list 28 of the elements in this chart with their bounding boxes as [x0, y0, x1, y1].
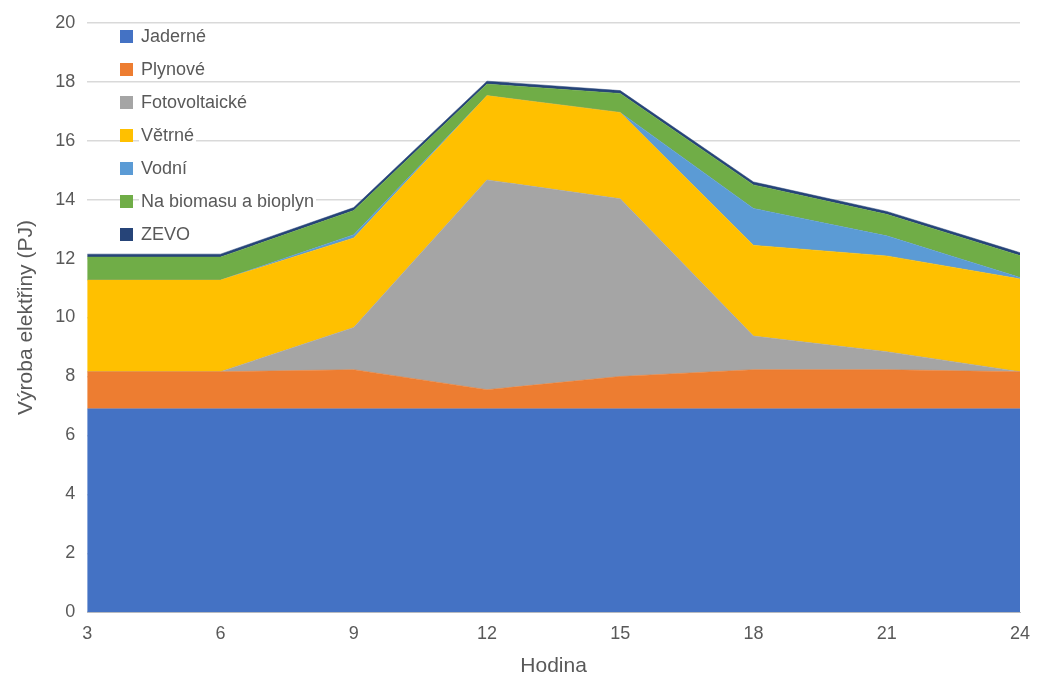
- y-tick-label: 14: [55, 188, 76, 209]
- x-tick-label: 6: [215, 622, 226, 643]
- x-tick-label: 9: [348, 622, 359, 643]
- x-tick-label: 12: [476, 622, 497, 643]
- y-tick-label: 16: [55, 129, 76, 150]
- y-tick-label: 10: [55, 306, 76, 327]
- legend-label: ZEVO: [139, 224, 193, 245]
- legend-label: Na biomasu a bioplyn: [139, 191, 317, 212]
- y-tick-label: 8: [65, 365, 76, 386]
- x-tick-label: 18: [743, 622, 764, 643]
- y-tick-label: 6: [65, 424, 76, 445]
- y-tick-label: 12: [55, 247, 76, 268]
- legend-label: Vodní: [139, 158, 190, 179]
- x-tick-label: 21: [876, 622, 897, 643]
- x-tick-label: 3: [82, 622, 93, 643]
- legend-label: Plynové: [139, 59, 208, 80]
- y-tick-label: 18: [55, 70, 76, 91]
- y-tick-label: 0: [65, 601, 76, 622]
- legend-label: Fotovoltaické: [139, 92, 250, 113]
- x-tick-label: 15: [610, 622, 631, 643]
- legend-label: Jaderné: [139, 26, 209, 47]
- x-axis-title: Hodina: [520, 653, 588, 677]
- x-tick-label: 24: [1009, 622, 1031, 643]
- legend-label: Větrné: [139, 125, 197, 146]
- y-tick-label: 2: [65, 542, 76, 563]
- y-tick-label: 4: [65, 483, 76, 504]
- y-tick-label: 20: [55, 11, 76, 32]
- y-axis-title: Výroba elektřiny (PJ): [13, 220, 37, 415]
